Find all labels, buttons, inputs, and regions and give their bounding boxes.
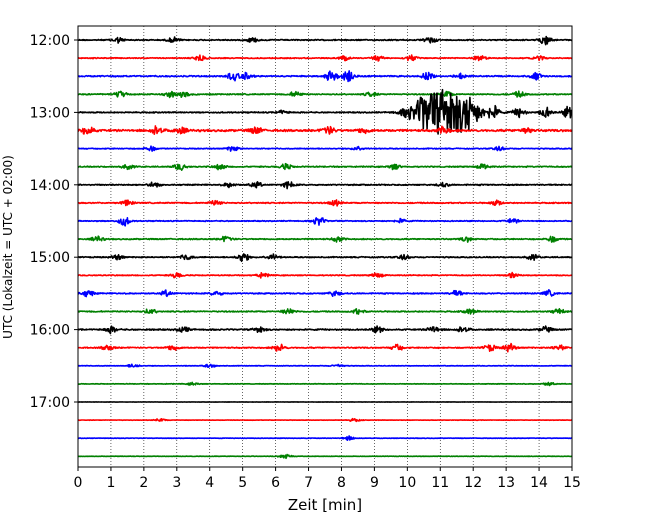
trace-line-1345: [77, 162, 573, 171]
y-tick-label: 14:00: [30, 178, 70, 194]
trace-line-1415: [77, 199, 573, 207]
trace-line-1730: [77, 435, 573, 441]
trace-line-1600: [77, 325, 573, 335]
trace-line-1330: [77, 145, 573, 152]
x-tick-label: 13: [497, 475, 515, 491]
trace-line-1630: [77, 363, 573, 368]
x-tick-label: 12: [464, 475, 482, 491]
x-tick-label: 1: [106, 475, 115, 491]
x-tick-label: 3: [172, 475, 181, 491]
x-tick-label: 10: [398, 475, 416, 491]
x-tick-label: 0: [74, 475, 83, 491]
x-tick-label: 8: [337, 475, 346, 491]
x-tick-label: 4: [205, 475, 214, 491]
y-axis: 12:00 13:00 14:00 15:00 16:00 17:00: [30, 33, 78, 411]
y-axis-label: UTC (Lokalzeit = UTC + 02:00): [1, 155, 15, 339]
trace-line-1245: [77, 90, 573, 99]
trace-line-1300: [77, 88, 573, 135]
trace-line-1400: [77, 181, 573, 190]
trace-line-1215: [77, 54, 573, 62]
x-grid: [110, 26, 540, 467]
trace-line-1445: [77, 235, 573, 243]
trace-line-1315: [77, 125, 573, 135]
plot-frame: [77, 25, 573, 468]
y-tick-label: 17:00: [30, 395, 70, 411]
trace-line-1200: [77, 35, 573, 46]
x-axis: 0 1 2 3 4 5 6 7 8 9 10 11 12 13 14 15: [74, 467, 581, 491]
trace-line-1545: [77, 308, 573, 315]
x-tick-label: 2: [139, 475, 148, 491]
trace-line-1615: [77, 342, 573, 353]
trace-line-1500: [77, 253, 573, 263]
y-tick-label: 12:00: [30, 33, 70, 49]
x-tick-label: 9: [370, 475, 379, 491]
x-axis-label: Zeit [min]: [288, 496, 362, 514]
y-tick-label: 15:00: [30, 250, 70, 266]
x-tick-label: 6: [271, 475, 280, 491]
y-tick-label: 16:00: [30, 323, 70, 339]
x-tick-label: 15: [563, 475, 581, 491]
trace-line-1745: [77, 453, 573, 460]
x-tick-label: 5: [238, 475, 247, 491]
trace-line-1430: [77, 217, 573, 227]
trace-group: [77, 35, 573, 460]
trace-line-1645: [77, 381, 573, 387]
x-tick-label: 14: [530, 475, 548, 491]
x-tick-label: 7: [304, 475, 313, 491]
trace-line-1515: [77, 271, 573, 279]
x-tick-label: 11: [431, 475, 449, 491]
trace-line-1530: [77, 289, 573, 298]
trace-line-1715: [77, 417, 573, 423]
y-tick-label: 13:00: [30, 105, 70, 121]
trace-line-1230: [77, 70, 573, 83]
